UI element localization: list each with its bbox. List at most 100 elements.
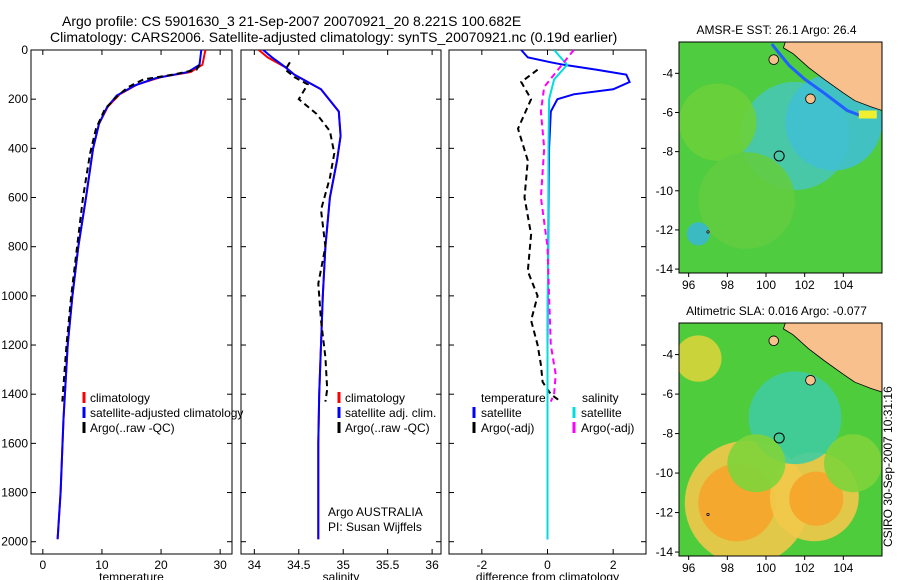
sst_map-xtick-label: 96 [682, 278, 696, 292]
salinity-xtick-label: 36 [425, 558, 439, 572]
salinity-panel: 34 34.5 35 35.5 36 salinity [240, 49, 442, 580]
sst_map-xtick-label: 98 [721, 278, 735, 292]
temperature-axes-box [30, 49, 233, 555]
sla_map-xtick-label: 104 [833, 561, 853, 575]
sla_map-panel: 96 98 100 102 104 -4 -6 -8 -10 -12 -14 Altimetric S… [656, 304, 883, 575]
field-patch [789, 471, 844, 526]
sst_map-xtick-label: 100 [756, 278, 776, 292]
sla_map-ytick-label: -8 [662, 427, 673, 441]
island [706, 512, 710, 517]
temperature-xtick-label: 0 [39, 558, 46, 572]
sst_map-ytick-label: -14 [656, 262, 674, 276]
field-patch [679, 83, 757, 161]
salinity-series-climatology [258, 50, 342, 540]
sla_map-ytick-label: -12 [656, 506, 674, 520]
sla_map-title: Altimetric SLA: 0.016 Argo: -0.077 [686, 304, 867, 318]
salinity-xtick-label: 34 [248, 558, 262, 572]
sla_map-ytick-label: -6 [662, 387, 673, 401]
sst_map-ytick-label: -4 [662, 66, 673, 80]
sla_map-ytick-label: -14 [656, 545, 674, 559]
salinity-legend-entry: climatology [345, 391, 405, 405]
field-patch [686, 222, 710, 246]
salinity-xlabel: salinity [323, 570, 360, 580]
temperature-ytick-label: 400 [8, 141, 28, 155]
sla_map-xtick-label: 100 [756, 561, 776, 575]
island [768, 335, 779, 347]
field-patch [824, 434, 882, 493]
temperature-ytick-label: 200 [8, 92, 28, 106]
temperature-ytick-label: 2000 [1, 535, 28, 549]
difference-xlabel: difference from climatology [476, 570, 619, 580]
temperature-ytick-label: 1400 [1, 387, 28, 401]
difference-xtick-label: 0 [544, 558, 551, 572]
figure-title-line1: Argo profile: CS 5901630_3 21-Sep-2007 2… [62, 13, 522, 29]
sst_map-field [679, 42, 882, 273]
salinity-legend-entry: Argo(..raw -QC) [345, 421, 430, 435]
sst_map-ytick-label: -6 [662, 105, 673, 119]
salinity-series-satellite-adj-clim- [262, 50, 342, 540]
difference-xtick-label: -2 [476, 558, 487, 572]
sst_map-ytick-label: -8 [662, 145, 673, 159]
pi-annotation: PI: Susan Wijffels [328, 520, 422, 534]
difference-legend-temperature-header: temperature [481, 391, 546, 405]
temperature-series-climatology [56, 50, 207, 540]
island [706, 230, 710, 234]
coastal-upwelling-band [770, 43, 864, 118]
temperature-xtick-label: 10 [95, 558, 109, 572]
sst_map-frame [678, 41, 883, 274]
temperature-ytick-label: 600 [8, 191, 28, 205]
argo-country-annotation: Argo AUSTRALIA [328, 505, 423, 519]
sst_map-argo-marker [773, 150, 785, 162]
salinity-series-argo-raw-qc- [284, 61, 336, 402]
field-patch [698, 152, 796, 249]
temperature-series-satellite-adjusted-climatology [56, 50, 203, 540]
land-mass [782, 42, 882, 111]
temperature-legend-entry: Argo(..raw -QC) [90, 421, 175, 435]
sla_map-xtick-label: 96 [682, 561, 696, 575]
temperature-series-argo-raw-qc- [61, 64, 201, 402]
difference-legend-entry: Argo(-adj) [481, 421, 534, 435]
temperature-ytick-label: 0 [21, 43, 28, 57]
difference-legend-entry: Argo(-adj) [581, 421, 634, 435]
sst_map-panel: 96 98 100 102 104 -4 -6 -8 -10 -12 -14 AMSR-E SST: … [656, 23, 883, 292]
coastal-warm-patch [858, 110, 877, 119]
island [768, 54, 779, 65]
temperature-xtick-label: 30 [213, 558, 227, 572]
land-mass [782, 323, 882, 393]
sla_map-frame [678, 322, 883, 557]
temperature-ytick-label: 1000 [1, 289, 28, 303]
salinity-legend-entry: satellite adj. clim. [345, 406, 436, 420]
sla_map-xtick-label: 102 [795, 561, 815, 575]
sst_map-xtick-label: 104 [833, 278, 853, 292]
salinity-xtick-label: 35 [337, 558, 351, 572]
sla_map-argo-marker [773, 432, 785, 444]
difference-legend: temperature salinitysatelliteArgo(-adj)sa… [472, 391, 634, 435]
temperature-legend-entry: satellite-adjusted climatology [90, 406, 243, 420]
sla_map-ytick-label: -10 [656, 466, 674, 480]
sst_map-ytick-label: -10 [656, 184, 674, 198]
sst_map-ytick-label: -12 [656, 223, 674, 237]
sla_map-field [679, 323, 882, 556]
island [805, 93, 816, 105]
difference-legend-entry: satellite [481, 406, 522, 420]
sst_map-title: AMSR-E SST: 26.1 Argo: 26.4 [696, 23, 856, 37]
sst_map-xtick-label: 102 [795, 278, 815, 292]
temperature-ytick-label: 800 [8, 240, 28, 254]
figure-title-line2: Climatology: CARS2006. Satellite-adjuste… [50, 29, 618, 45]
difference-legend-entry: satellite [581, 406, 622, 420]
temperature-ytick-label: 1200 [1, 338, 28, 352]
difference-xtick-label: 2 [610, 558, 617, 572]
difference-legend-salinity-header: salinity [582, 391, 619, 405]
salinity-xtick-label: 35.5 [376, 558, 400, 572]
temperature-ytick-label: 1600 [1, 436, 28, 450]
island [805, 375, 816, 386]
temperature-panel: 0 10 20 30 0 200 400 600 800 1000 1200 1400 1600 1800… [1, 43, 233, 580]
temperature-legend-entry: climatology [90, 391, 150, 405]
temperature-xlabel: temperature [99, 570, 164, 580]
salinity-xtick-label: 34.5 [287, 558, 311, 572]
temperature-ytick-label: 1800 [1, 486, 28, 500]
